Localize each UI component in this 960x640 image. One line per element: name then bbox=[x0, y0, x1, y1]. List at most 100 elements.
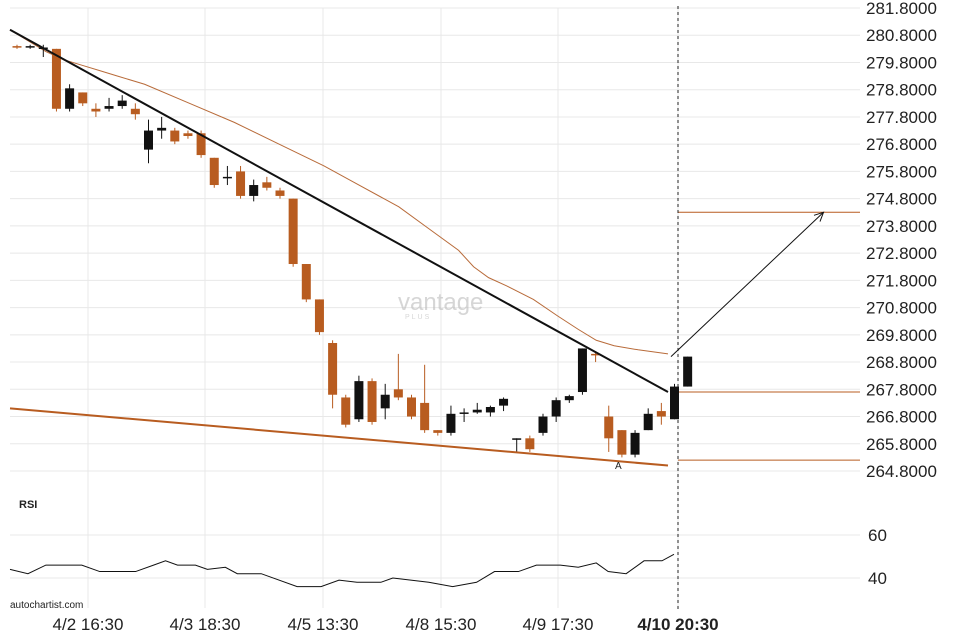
candle-body bbox=[446, 413, 456, 433]
price-tick-label: 272.8000 bbox=[866, 244, 937, 263]
candle bbox=[301, 264, 311, 303]
candle-body bbox=[196, 133, 206, 156]
candle-body bbox=[209, 157, 219, 186]
time-tick-label: 4/10 20:30 bbox=[637, 615, 718, 634]
watermark-text: vantage bbox=[398, 289, 483, 316]
candle-body bbox=[591, 353, 601, 356]
time-axis: 4/2 16:30 4/3 18:30 4/5 13:30 4/8 15:30 4/9 … bbox=[53, 615, 719, 634]
candle-body bbox=[288, 198, 298, 265]
candle-body bbox=[393, 389, 403, 398]
candle bbox=[525, 435, 535, 452]
rsi-label: RSI bbox=[19, 499, 37, 511]
trendlines: A bbox=[9, 28, 669, 472]
candle-body bbox=[420, 402, 430, 431]
candle bbox=[236, 165, 246, 199]
candle-body bbox=[630, 432, 640, 455]
candle-body bbox=[117, 100, 127, 107]
rsi-panel: 60 40 bbox=[9, 526, 887, 588]
candle-body bbox=[12, 46, 22, 48]
watermark-subtext: PLUS bbox=[405, 314, 431, 321]
time-tick-label: 4/2 16:30 bbox=[53, 615, 124, 634]
candle-body bbox=[130, 108, 140, 115]
candle bbox=[262, 176, 272, 191]
candle bbox=[459, 408, 469, 422]
candle bbox=[538, 413, 548, 436]
price-tick-label: 275.8000 bbox=[866, 162, 937, 181]
price-tick-label: 265.8000 bbox=[866, 435, 937, 454]
candle bbox=[433, 430, 443, 436]
price-tick-label: 280.8000 bbox=[866, 26, 937, 45]
candle-body bbox=[525, 438, 535, 450]
candle-body bbox=[683, 356, 693, 387]
price-tick-label: 276.8000 bbox=[866, 135, 937, 154]
candle bbox=[617, 430, 627, 458]
price-tick-label: 277.8000 bbox=[866, 108, 937, 127]
candle-body bbox=[65, 88, 75, 109]
candle bbox=[157, 116, 167, 139]
candle bbox=[393, 353, 403, 401]
candle-body bbox=[617, 430, 627, 455]
candle-body bbox=[222, 176, 232, 179]
candle-body bbox=[301, 264, 311, 300]
moving-average-line bbox=[9, 29, 669, 355]
rsi-tick-label: 40 bbox=[868, 569, 887, 588]
candle-body bbox=[577, 348, 587, 393]
candle-body bbox=[656, 411, 666, 417]
candle-body bbox=[407, 397, 416, 417]
candle bbox=[170, 127, 180, 145]
candle bbox=[446, 405, 456, 436]
candle-body bbox=[604, 416, 614, 439]
price-tick-label: 270.8000 bbox=[866, 299, 937, 318]
candle bbox=[380, 383, 390, 420]
candle bbox=[104, 97, 114, 112]
candle bbox=[130, 103, 140, 120]
candle-body bbox=[485, 406, 495, 413]
candle-body bbox=[104, 106, 114, 109]
candle-body bbox=[499, 398, 509, 406]
candle bbox=[472, 402, 482, 414]
candle bbox=[249, 179, 259, 202]
candle bbox=[222, 165, 232, 186]
candle bbox=[78, 92, 88, 107]
candle-body bbox=[328, 342, 338, 395]
time-tick-label: 4/9 17:30 bbox=[523, 615, 594, 634]
price-tick-label: 274.8000 bbox=[866, 190, 937, 209]
candle bbox=[275, 187, 285, 199]
candle bbox=[564, 394, 574, 403]
arrow-shaft bbox=[670, 211, 824, 357]
time-tick-label: 4/8 15:30 bbox=[406, 615, 477, 634]
rsi-line bbox=[9, 553, 675, 588]
candle-body bbox=[262, 182, 272, 188]
candle bbox=[512, 438, 522, 452]
vantage-watermark: vantage PLUS bbox=[398, 289, 483, 321]
candle bbox=[288, 198, 298, 267]
arrow-head bbox=[813, 211, 825, 222]
candle bbox=[117, 95, 127, 109]
price-tick-label: 269.8000 bbox=[866, 326, 937, 345]
candle-body bbox=[433, 430, 443, 433]
source-label: autochartist.com bbox=[10, 600, 83, 611]
moving-average bbox=[9, 29, 669, 355]
price-tick-label: 279.8000 bbox=[866, 53, 937, 72]
candle-body bbox=[275, 190, 285, 196]
candle bbox=[683, 356, 693, 387]
candle-body bbox=[183, 133, 193, 137]
candle-body bbox=[472, 409, 482, 413]
candle bbox=[604, 405, 614, 452]
rsi-grid bbox=[10, 534, 860, 579]
candle bbox=[485, 405, 495, 417]
candle bbox=[643, 408, 653, 431]
candle bbox=[91, 103, 101, 117]
candle bbox=[183, 130, 193, 139]
candle-body bbox=[459, 412, 469, 414]
price-tick-label: 266.8000 bbox=[866, 408, 937, 427]
candle-body bbox=[551, 400, 561, 417]
candle-body bbox=[354, 381, 364, 420]
candle-body bbox=[670, 386, 679, 420]
candle bbox=[314, 299, 324, 335]
price-tick-label: 268.8000 bbox=[866, 353, 937, 372]
rsi-tick-label: 60 bbox=[868, 526, 887, 545]
candle bbox=[354, 375, 364, 422]
horizontal-levels bbox=[677, 6, 860, 610]
time-tick-label: 4/3 18:30 bbox=[170, 615, 241, 634]
